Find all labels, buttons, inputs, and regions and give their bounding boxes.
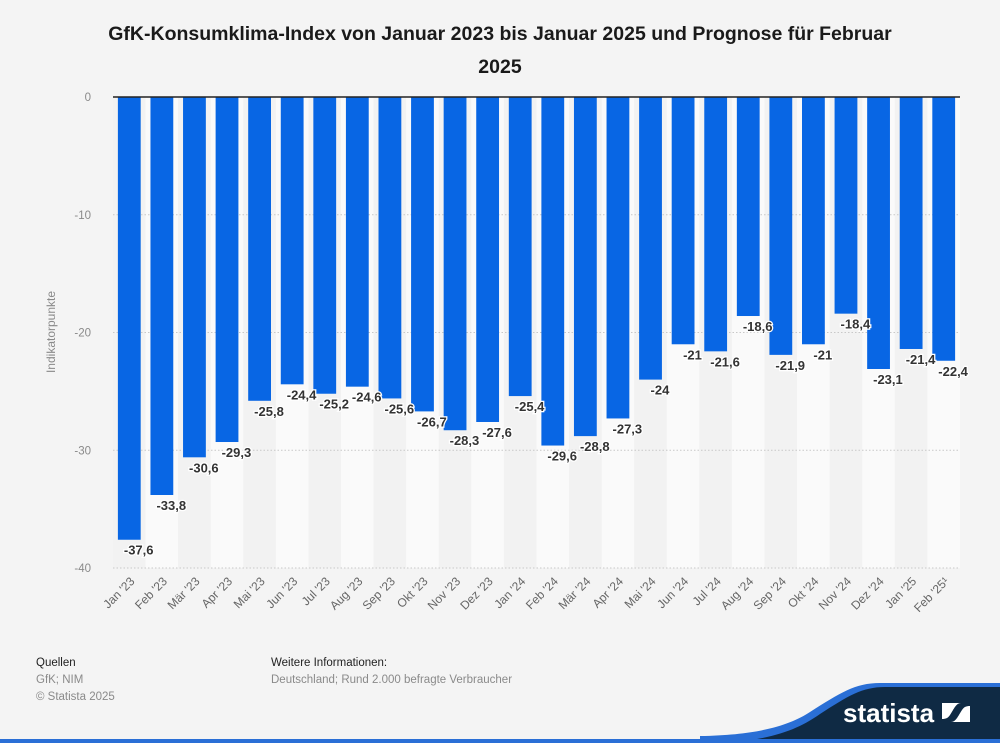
value-label: -28,3 <box>450 433 480 448</box>
bar[interactable] <box>183 97 206 458</box>
x-tick-label: Sep '24 <box>751 574 790 613</box>
statista-wordmark: statista <box>843 698 935 728</box>
value-label: -29,3 <box>222 445 252 460</box>
x-tick-label: Nov '23 <box>425 574 464 613</box>
x-tick-label: Jan '24 <box>491 574 528 611</box>
x-tick-label: Jun '24 <box>654 574 691 611</box>
x-tick-label: Sep '23 <box>360 574 399 613</box>
x-tick-label: Feb '25¹ <box>911 574 952 615</box>
bar[interactable] <box>248 97 271 401</box>
bar[interactable] <box>867 97 890 370</box>
y-axis-label: Indikatorpunkte <box>44 291 58 373</box>
value-label: -29,6 <box>547 449 577 464</box>
x-tick-label: Mär '23 <box>165 574 203 612</box>
y-axis-ticks: 0 -10 -20 -30 -40 <box>74 92 91 575</box>
value-label: -22,4 <box>938 364 968 379</box>
bar[interactable] <box>899 97 923 349</box>
bar[interactable] <box>476 97 500 422</box>
value-label: -24,4 <box>287 387 317 402</box>
value-label: -25,6 <box>384 401 414 416</box>
bar[interactable] <box>834 97 858 314</box>
value-label: -25,2 <box>319 397 349 412</box>
y-tick-label: 0 <box>85 92 91 104</box>
x-tick-label: Jan '23 <box>100 574 137 611</box>
value-label: -23,1 <box>873 372 903 387</box>
x-tick-label: Apr '24 <box>590 574 627 611</box>
x-tick-label: Mai '24 <box>622 574 659 611</box>
chart-title: GfK-Konsumklima-Index von Januar 2023 bi… <box>108 23 892 78</box>
bar[interactable] <box>802 97 825 345</box>
value-label: -25,8 <box>254 404 284 419</box>
y-tick-label: -10 <box>74 210 91 222</box>
bar[interactable] <box>769 97 793 355</box>
bar[interactable] <box>411 97 434 412</box>
bar[interactable] <box>639 97 662 380</box>
value-label: -37,6 <box>124 543 154 558</box>
value-label: -25,4 <box>515 399 545 414</box>
sources-block: Quellen GfK; NIM © Statista 2025 <box>36 655 115 706</box>
value-label: -33,8 <box>156 498 186 513</box>
value-label: -21 <box>683 347 702 362</box>
statista-logo-icon <box>942 703 970 722</box>
bars <box>117 97 956 540</box>
bar[interactable] <box>932 97 956 361</box>
info-block: Weitere Informationen: Deutschland; Rund… <box>271 655 512 689</box>
value-label: -21 <box>813 347 832 362</box>
bar[interactable] <box>443 97 467 431</box>
y-tick-label: -30 <box>74 445 91 457</box>
bar[interactable] <box>117 97 141 540</box>
value-label: -24,6 <box>352 390 382 405</box>
x-tick-label: Feb '24 <box>523 574 561 612</box>
x-tick-label: Okt '23 <box>394 574 431 611</box>
value-label: -26,7 <box>417 414 447 429</box>
bar[interactable] <box>606 97 630 419</box>
x-tick-label: Mai '23 <box>231 574 268 611</box>
y-tick-label: -20 <box>74 328 91 340</box>
x-tick-label: Nov '24 <box>816 574 855 613</box>
x-tick-label: Jun '23 <box>263 574 300 611</box>
value-label: -21,6 <box>710 354 740 369</box>
bar[interactable] <box>541 97 565 446</box>
sources-text: GfK; NIM <box>36 674 84 686</box>
bar[interactable] <box>215 97 239 443</box>
bar[interactable] <box>736 97 760 317</box>
value-label: -18,4 <box>841 317 871 332</box>
value-label: -24 <box>651 383 671 398</box>
bar-chart: 0 -10 -20 -30 -40 Indikatorpunkte -37,6 -33,8… <box>44 92 970 615</box>
copyright-text: © Statista 2025 <box>36 691 115 703</box>
y-tick-label: -40 <box>74 563 91 575</box>
bar[interactable] <box>150 97 174 495</box>
bar[interactable] <box>704 97 728 352</box>
bar[interactable] <box>573 97 597 437</box>
value-label: -21,9 <box>775 358 805 373</box>
info-heading: Weitere Informationen: <box>271 657 388 669</box>
bar[interactable] <box>671 97 695 345</box>
bar[interactable] <box>508 97 532 397</box>
value-labels: -37,6 -33,8 -30,6-29,3 -25,8-24,4-25,2 -24,6… <box>123 315 970 559</box>
value-label: -27,6 <box>482 425 512 440</box>
x-tick-label: Dez '24 <box>848 574 887 613</box>
value-label: -27,3 <box>613 421 643 436</box>
bar[interactable] <box>280 97 304 385</box>
value-label: -21,4 <box>906 352 936 367</box>
x-tick-label: Dez '23 <box>457 574 496 613</box>
x-tick-label: Aug '24 <box>718 574 757 613</box>
x-tick-label: Okt '24 <box>785 574 822 611</box>
bar[interactable] <box>378 97 402 399</box>
sources-heading: Quellen <box>36 657 76 669</box>
x-tick-label: Aug '23 <box>327 574 366 613</box>
x-tick-label: Apr '23 <box>199 574 236 611</box>
x-tick-label: Feb '23 <box>132 574 170 612</box>
value-label: -30,6 <box>189 460 219 475</box>
value-label: -18,6 <box>743 319 773 334</box>
bar[interactable] <box>313 97 337 394</box>
info-text: Deutschland; Rund 2.000 befragte Verbrau… <box>271 674 513 686</box>
bar[interactable] <box>345 97 369 387</box>
value-label: -28,8 <box>580 439 610 454</box>
x-tick-label: Mär '24 <box>556 574 594 612</box>
